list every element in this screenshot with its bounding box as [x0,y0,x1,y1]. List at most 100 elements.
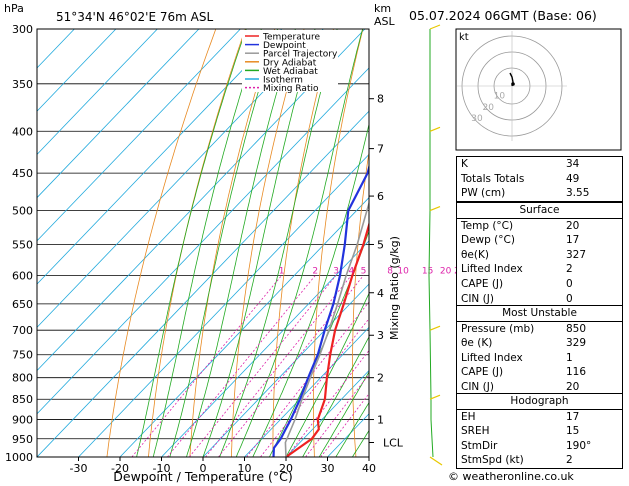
index-value: 49 [566,172,580,185]
wet-adiabat-line [235,29,363,457]
mixing-ratio-line [286,349,369,457]
axes: 3003504004505005506006507007508008509009… [5,23,404,475]
index-label: StmSpd (kt) [461,454,524,467]
pressure-tick-label: 950 [12,433,33,446]
index-value: 0 [566,292,573,305]
hpa-unit-label: hPa [4,2,24,15]
hodograph-storm-motion [511,82,515,86]
mixing-ratio-line [218,275,364,457]
km-tick-label: 2 [377,372,384,385]
index-label: Dewp (°C) [461,234,515,247]
hodograph-ring-label: 30 [471,114,483,124]
wet-adiabat-line [219,29,338,457]
mixing-ratio-labels: 12345810152025 [279,266,466,276]
pressure-tick-label: 600 [12,269,33,282]
surface-title: Surface [519,204,560,216]
isotherm-line [37,110,369,457]
datetime-label: 05.07.2024 06GMT (Base: 06) [409,8,597,23]
km-tick-label: 4 [377,287,384,300]
legend-entry: Dry Adiabat [263,58,317,68]
x-axis-label: Dewpoint / Temperature (°C) [113,469,292,484]
index-label: EH [461,410,476,423]
index-label: PW (cm) [461,187,506,200]
x-tick-label: -20 [111,462,129,475]
series-lines [272,163,369,457]
wind-barb [429,24,441,30]
index-value: 2 [566,454,573,467]
index-label: CIN (J) [461,380,494,393]
wind-profile [428,24,443,466]
index-label: StmDir [461,439,498,452]
index-label: θe (K) [461,337,493,350]
index-row: Totals Totals 49 [457,172,622,187]
km-tick-label: 7 [377,143,384,156]
index-row: Pressure (mb) 850 [457,322,622,337]
mixing-ratio-tick-label: 1 [279,266,285,276]
index-row: CAPE (J) 0 [457,277,622,292]
isotherm-line [37,29,241,242]
most-unstable-rows: Pressure (mb) 850 θe (K) 329 Lifted Index 1 CA… [457,320,622,395]
copyright-footer: © weatheronline.co.uk [448,470,574,483]
mixing-ratio-tick-label: 15 [422,266,433,276]
pressure-tick-label: 700 [12,324,33,337]
lcl-label: LCL [383,436,404,449]
pressure-tick-label: 900 [12,414,33,427]
surface-panel: Surface Temp (°C) 20 Dewp (°C) 17 θe(K) 327 Li… [456,202,623,308]
index-row: Temp (°C) 20 [457,219,622,234]
index-value: 116 [566,366,587,379]
x-tick-label: 30 [321,462,335,475]
index-value: 20 [566,219,580,232]
hodograph-title: Hodograph [510,395,569,407]
index-label: CAPE (J) [461,277,504,290]
km-tick-label: 8 [377,93,384,106]
mixing-ratio-tick-label: 2 [312,266,318,276]
wet-adiabat-line [285,292,369,457]
isotherm-line [285,369,369,457]
index-label: K [461,158,468,170]
pressure-tick-label: 1000 [5,451,33,464]
dry-adiabat-line [352,149,369,457]
index-label: Pressure (mb) [461,322,535,335]
index-row: Dewp (°C) 17 [457,233,622,248]
index-row: Lifted Index 2 [457,262,622,277]
index-value: 190° [566,439,592,452]
mixing-ratio-tick-label: 10 [397,266,409,276]
surface-rows: Temp (°C) 20 Dewp (°C) 17 θe(K) 327 Lifted Ind… [457,217,622,307]
index-label: SREH [461,425,490,438]
mixing-ratio-line [167,275,316,457]
mixing-ratio-line [205,275,352,457]
isotherm-line [161,240,369,457]
dry-adiabat-line [148,29,246,457]
pressure-tick-label: 650 [12,298,33,311]
index-row: Lifted Index 1 [457,351,622,366]
isotherm-line [37,29,366,372]
hodograph-frame [455,28,622,151]
index-value: 3.55 [566,187,590,200]
mixing-ratio-axis-label: Mixing Ratio (g/kg) [388,236,401,340]
index-value: 20 [566,380,580,393]
isotherm-line [37,29,200,199]
hodograph-ring-label: 10 [494,92,506,102]
wet-adiabat-line [152,29,262,457]
index-value: 17 [566,234,580,247]
x-tick-label: -10 [153,462,171,475]
index-row: CIN (J) 20 [457,380,622,395]
wet-adiabat-line [302,336,369,457]
series-parcel-trajectory [284,200,369,457]
mixing-ratio-tick-label: 8 [387,266,393,276]
index-value: 850 [566,322,587,335]
index-value: 34 [566,158,580,170]
isotherm-line [37,29,324,328]
index-label: CAPE (J) [461,366,504,379]
pressure-tick-label: 450 [12,167,33,180]
wet-adiabat-line [136,29,247,457]
mixing-ratio-tick-label: 5 [361,266,367,276]
wet-adiabat-line [252,122,369,457]
pressure-tick-label: 750 [12,349,33,362]
series-dewpoint [272,163,369,457]
km-tick-label: 5 [377,238,384,251]
x-tick-label: 0 [200,462,207,475]
pressure-tick-label: 800 [12,372,33,385]
